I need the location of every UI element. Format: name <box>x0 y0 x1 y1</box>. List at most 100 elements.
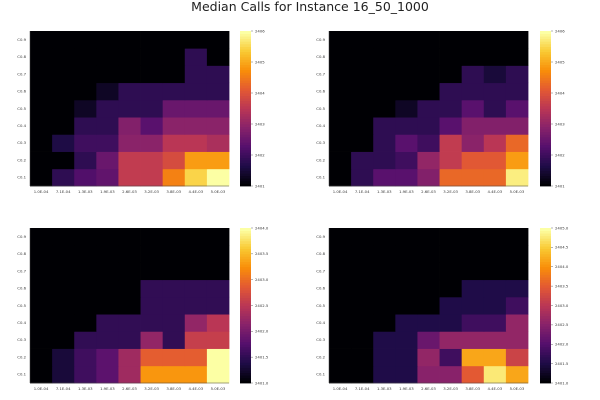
colorbar-segment <box>540 228 551 231</box>
colorbar-segment <box>540 367 551 371</box>
colorbar-segment <box>540 41 551 45</box>
heatmap-cell <box>417 168 440 187</box>
heatmap-cell <box>395 48 418 66</box>
colorbar-segment <box>540 126 551 130</box>
colorbar-segment <box>240 259 251 262</box>
heatmap-cell <box>329 262 352 281</box>
heatmap-cell <box>162 99 186 118</box>
colorbar-segment <box>240 113 251 117</box>
x-tick-label: 3.2E-03 <box>443 189 458 194</box>
heatmap-cell <box>505 99 529 118</box>
heatmap-cell <box>52 331 75 349</box>
x-tick-label: 3.2E-03 <box>443 386 458 391</box>
heatmap-cell <box>461 365 485 384</box>
heatmap-cell <box>140 331 164 349</box>
heatmap-cell <box>184 314 208 332</box>
heatmap-cell <box>351 134 374 152</box>
colorbar-segment <box>240 375 251 379</box>
heatmap-cell <box>439 168 463 187</box>
y-tick-label: C0.1 <box>17 175 26 180</box>
colorbar-segment <box>240 277 251 281</box>
heatmap-cell <box>52 365 75 384</box>
x-tick-label: 2.6E-03 <box>122 386 137 391</box>
heatmap-cell <box>329 168 352 187</box>
heatmap-cell <box>206 151 230 170</box>
x-tick-label: 7.1E-04 <box>355 189 370 194</box>
colorbar-segment <box>540 80 551 84</box>
heatmap-cell <box>162 348 186 367</box>
colorbar-segment <box>540 240 551 244</box>
heatmap-cell <box>373 117 396 135</box>
colorbar-segment <box>240 126 251 130</box>
colorbar-segment <box>540 315 551 319</box>
heatmap-cell <box>30 365 53 384</box>
heatmap-cell <box>162 151 186 170</box>
colorbar-segment <box>240 367 251 371</box>
colorbar-segment <box>240 157 251 161</box>
colorbar-segment <box>540 336 551 340</box>
heatmap-cell <box>329 348 352 367</box>
colorbar-segment <box>540 238 551 242</box>
heatmap-cell <box>351 31 374 49</box>
colorbar-tick-label: 2401 <box>555 183 565 188</box>
heatmap-cell <box>162 262 186 281</box>
heatmap-cell <box>329 296 352 315</box>
heatmap-cell <box>96 245 119 263</box>
colorbar-segment <box>240 295 251 299</box>
y-tick-label: C0.3 <box>17 140 26 145</box>
heatmap-cell <box>118 331 141 349</box>
colorbar-segment <box>540 74 551 78</box>
colorbar-segment <box>540 105 551 109</box>
heatmap-cell <box>329 279 352 298</box>
heatmap-cell <box>74 151 97 170</box>
heatmap-cell <box>162 245 186 263</box>
colorbar-segment <box>540 259 551 262</box>
heatmap-cell <box>351 348 374 367</box>
colorbar-segment <box>240 271 251 275</box>
colorbar-segment <box>240 308 251 312</box>
colorbar-segment <box>240 240 251 244</box>
colorbar-segment <box>240 77 251 81</box>
colorbar-segment <box>240 129 251 133</box>
colorbar-segment <box>540 108 551 112</box>
colorbar-segment <box>540 131 551 135</box>
heatmap-cell <box>439 296 463 315</box>
heatmap-cell <box>162 314 186 332</box>
heatmap-cell <box>417 348 440 367</box>
heatmap-cell <box>505 228 529 246</box>
heatmap-cell <box>74 279 97 298</box>
colorbar-segment <box>540 253 551 257</box>
colorbar-segment <box>240 33 251 37</box>
heatmap-cell <box>373 228 396 246</box>
heatmap-cell <box>140 117 164 135</box>
heatmap-cell <box>483 365 507 384</box>
heatmap-cell <box>505 117 529 135</box>
colorbar-segment <box>240 165 251 169</box>
colorbar-tick-label: 2401.0 <box>555 380 569 385</box>
colorbar-segment <box>540 157 551 161</box>
colorbar-segment <box>540 152 551 156</box>
colorbar-segment <box>240 144 251 148</box>
heatmap-cell <box>329 228 352 246</box>
heatmap-cell <box>96 117 119 135</box>
colorbar-segment <box>240 67 251 71</box>
heatmap-cell <box>417 99 440 118</box>
heatmap-cell <box>417 134 440 152</box>
colorbar-tick-label: 2406 <box>555 28 565 33</box>
colorbar-segment <box>240 269 251 273</box>
heatmap-cell <box>140 296 164 315</box>
colorbar-segment <box>240 51 251 55</box>
heatmap-cell <box>118 245 141 263</box>
x-tick-label: 5.0E-03 <box>510 189 525 194</box>
x-tick-label: 1.0E-04 <box>333 189 348 194</box>
colorbar-segment <box>240 111 251 115</box>
heatmap-cell <box>96 331 119 349</box>
colorbar-segment <box>540 142 551 146</box>
heatmap-cell <box>52 117 75 135</box>
colorbar-segment <box>240 323 251 327</box>
heatmap-cell <box>351 82 374 101</box>
heatmap-cell <box>439 48 463 66</box>
colorbar-segment <box>540 64 551 68</box>
colorbar-segment <box>240 336 251 340</box>
colorbar-segment <box>540 284 551 288</box>
